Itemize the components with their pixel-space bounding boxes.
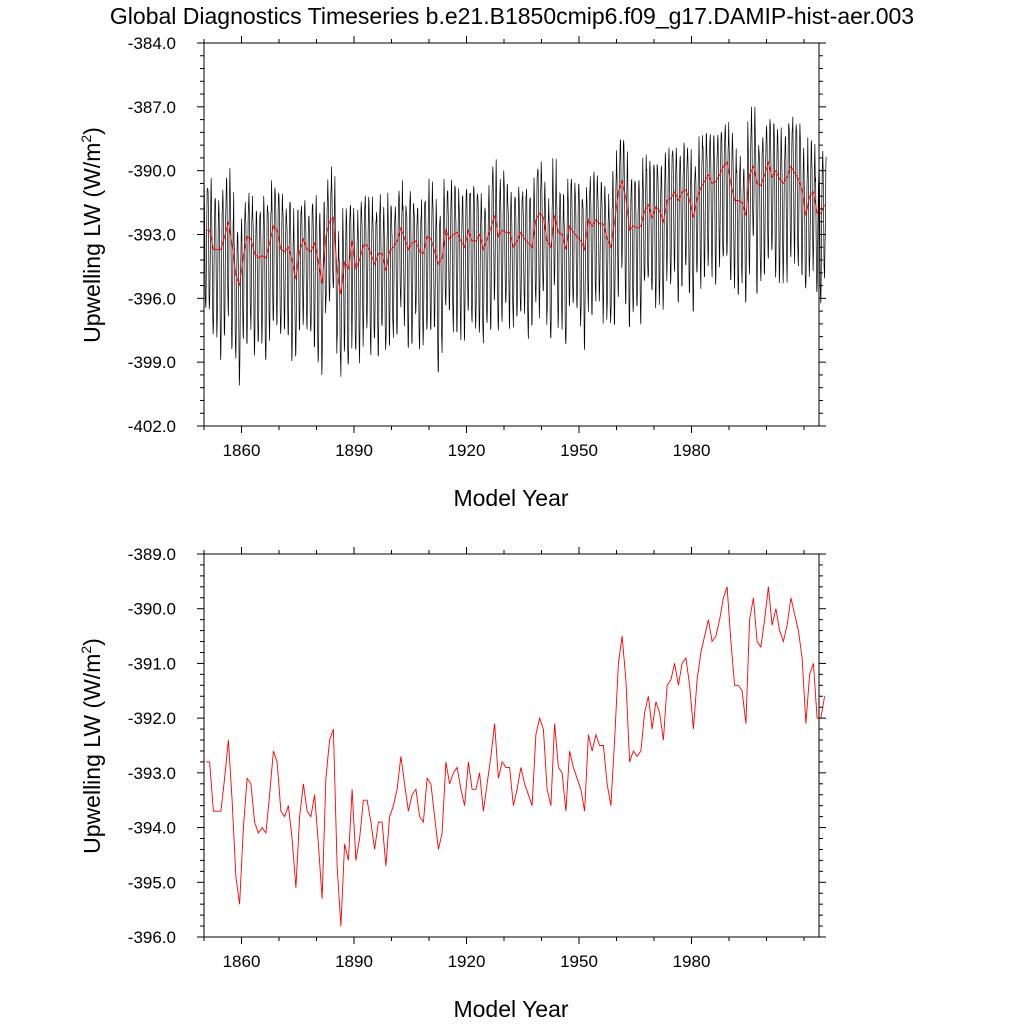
bottom-x-tick-label: 1980 [673, 952, 711, 971]
top-y-tick-label: -399.0 [128, 353, 176, 372]
figure-title: Global Diagnostics Timeseries b.e21.B185… [110, 3, 914, 29]
bottom-y-tick-label: -393.0 [128, 764, 176, 783]
top-axis-ticks: 1860 1890 1920 1950 1980 -384.0 -387.0 -390.0 -3… [128, 34, 826, 460]
top-y-tick-label: -396.0 [128, 289, 176, 308]
bottom-y-tick-label: -392.0 [128, 709, 176, 728]
top-y-tick-label: -384.0 [128, 34, 176, 53]
top-plot-area [203, 106, 827, 386]
bottom-annual-series-line [205, 586, 826, 927]
bottom-y-tick-label: -394.0 [128, 819, 176, 838]
top-x-tick-label: 1860 [223, 441, 261, 460]
top-y-tick-label: -390.0 [128, 162, 176, 181]
top-x-tick-label: 1920 [448, 441, 486, 460]
top-annual-series-line [205, 160, 826, 295]
top-monthly-series-line [203, 106, 827, 386]
bottom-x-axis-title: Model Year [453, 996, 568, 1022]
bottom-y-axis-title: Upwelling LW (W/m2) [78, 638, 105, 854]
top-y-tick-label: -387.0 [128, 98, 176, 117]
top-panel: 1860 1890 1920 1950 1980 -384.0 -387.0 -390.0 -3… [78, 34, 827, 511]
bottom-x-tick-label: 1920 [448, 952, 486, 971]
bottom-y-tick-label: -396.0 [128, 928, 176, 947]
top-y-tick-label: -402.0 [128, 417, 176, 436]
bottom-panel: 1860 1890 1920 1950 1980 -389.0 -390.0 -391.0 -3… [78, 545, 826, 1022]
top-y-tick-label: -393.0 [128, 226, 176, 245]
bottom-plot-frame [203, 553, 820, 938]
bottom-x-tick-label: 1860 [223, 952, 261, 971]
bottom-x-tick-label: 1950 [560, 952, 598, 971]
top-y-axis-title: Upwelling LW (W/m2) [78, 127, 105, 343]
bottom-y-tick-label: -395.0 [128, 873, 176, 892]
bottom-y-tick-label: -391.0 [128, 654, 176, 673]
top-x-axis-title: Model Year [453, 485, 568, 511]
bottom-axis-ticks: 1860 1890 1920 1950 1980 -389.0 -390.0 -391.0 -3… [128, 545, 826, 971]
bottom-x-tick-label: 1890 [335, 952, 373, 971]
bottom-y-tick-label: -390.0 [128, 600, 176, 619]
bottom-y-tick-label: -389.0 [128, 545, 176, 564]
top-x-tick-label: 1950 [560, 441, 598, 460]
top-x-tick-label: 1980 [673, 441, 711, 460]
top-x-tick-label: 1890 [335, 441, 373, 460]
bottom-plot-area [205, 586, 826, 927]
